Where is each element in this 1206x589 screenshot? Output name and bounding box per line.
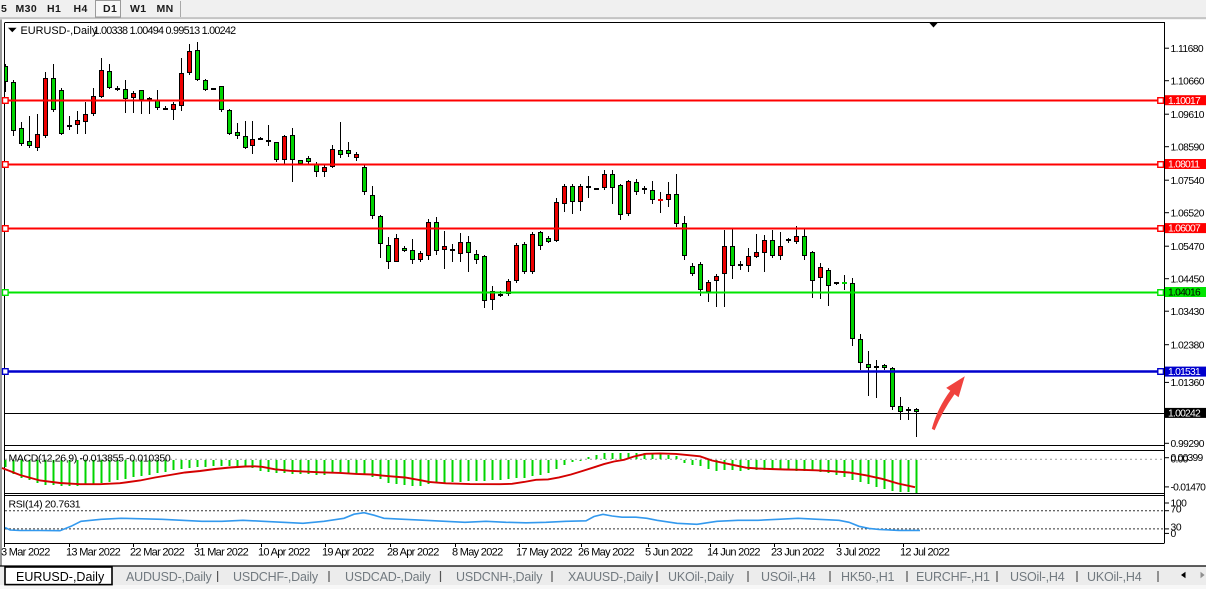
svg-text:EURUSD-,Daily: EURUSD-,Daily — [16, 570, 105, 584]
svg-text:H4: H4 — [74, 3, 88, 15]
svg-text:1.07540: 1.07540 — [1171, 176, 1205, 187]
svg-text:UKOil-,H4: UKOil-,H4 — [1087, 570, 1142, 584]
svg-text:EURUSD-,Daily: EURUSD-,Daily — [21, 25, 98, 37]
svg-text:AUDUSD-,Daily: AUDUSD-,Daily — [126, 570, 213, 584]
svg-text:1.02380: 1.02380 — [1171, 340, 1205, 351]
svg-text:USOil-,H4: USOil-,H4 — [761, 570, 816, 584]
svg-text:1.04450: 1.04450 — [1171, 274, 1205, 285]
svg-text:70: 70 — [1171, 505, 1182, 516]
svg-text:MN: MN — [157, 3, 174, 15]
svg-text:UKOil-,Daily: UKOil-,Daily — [668, 570, 735, 584]
svg-text:100: 100 — [1171, 498, 1188, 509]
svg-text:5: 5 — [1, 3, 7, 15]
svg-text:14 Jun 2022: 14 Jun 2022 — [707, 546, 760, 558]
svg-text:10 Apr 2022: 10 Apr 2022 — [258, 546, 310, 558]
svg-text:1.06007: 1.06007 — [1168, 224, 1201, 235]
svg-text:W1: W1 — [130, 3, 147, 15]
svg-text:0: 0 — [1171, 529, 1177, 540]
svg-text:1.09610: 1.09610 — [1171, 110, 1205, 121]
svg-text:1.03430: 1.03430 — [1171, 307, 1205, 318]
svg-text:1.00338 1.00494 0.99513 1.0024: 1.00338 1.00494 0.99513 1.00242 — [94, 25, 237, 37]
svg-text:1.10660: 1.10660 — [1171, 76, 1205, 87]
svg-text:13 Mar 2022: 13 Mar 2022 — [66, 546, 121, 558]
svg-text:RSI(14) 20.7631: RSI(14) 20.7631 — [9, 498, 81, 510]
svg-text:USDCHF-,Daily: USDCHF-,Daily — [233, 570, 319, 584]
svg-text:22 Mar 2022: 22 Mar 2022 — [130, 546, 185, 558]
svg-text:12 Jul 2022: 12 Jul 2022 — [900, 546, 950, 558]
svg-text:31 Mar 2022: 31 Mar 2022 — [194, 546, 249, 558]
svg-text:1.04016: 1.04016 — [1168, 288, 1201, 299]
svg-text:1.08011: 1.08011 — [1168, 160, 1200, 171]
svg-text:1.01531: 1.01531 — [1168, 367, 1201, 378]
svg-text:0.00: 0.00 — [1171, 454, 1189, 465]
svg-text:19 Apr 2022: 19 Apr 2022 — [322, 546, 374, 558]
svg-text:5 Jun 2022: 5 Jun 2022 — [645, 546, 693, 558]
svg-text:USDCAD-,Daily: USDCAD-,Daily — [345, 570, 432, 584]
svg-text:23 Jun 2022: 23 Jun 2022 — [771, 546, 824, 558]
svg-text:M30: M30 — [16, 3, 38, 15]
svg-text:-0.01470: -0.01470 — [1171, 483, 1206, 494]
svg-text:1.01360: 1.01360 — [1171, 378, 1205, 389]
svg-text:0.00399: 0.00399 — [1171, 453, 1204, 464]
svg-text:1.10017: 1.10017 — [1168, 96, 1201, 107]
svg-text:28 Apr 2022: 28 Apr 2022 — [387, 546, 439, 558]
svg-text:USDCNH-,Daily: USDCNH-,Daily — [456, 570, 543, 584]
svg-text:XAUUSD-,Daily: XAUUSD-,Daily — [568, 570, 654, 584]
svg-text:D1: D1 — [103, 3, 117, 15]
svg-text:H1: H1 — [47, 3, 61, 15]
svg-text:3 Jul 2022: 3 Jul 2022 — [836, 546, 880, 558]
svg-text:17 May 2022: 17 May 2022 — [516, 546, 572, 558]
svg-text:HK50-,H1: HK50-,H1 — [841, 570, 895, 584]
svg-text:1.06520: 1.06520 — [1171, 208, 1205, 219]
svg-text:1.00242: 1.00242 — [1168, 409, 1201, 420]
svg-text:0.99290: 0.99290 — [1171, 439, 1205, 450]
svg-text:1.08590: 1.08590 — [1171, 142, 1205, 153]
svg-text:1.11680: 1.11680 — [1171, 44, 1204, 55]
svg-text:1.05470: 1.05470 — [1171, 242, 1205, 253]
svg-text:26 May 2022: 26 May 2022 — [578, 546, 634, 558]
svg-text:EURCHF-,H1: EURCHF-,H1 — [916, 570, 990, 584]
svg-text:8 May 2022: 8 May 2022 — [452, 546, 503, 558]
svg-text:USOil-,H4: USOil-,H4 — [1010, 570, 1065, 584]
svg-text:MACD(12,26,9) -0.013855 -0.010: MACD(12,26,9) -0.013855 -0.010350 — [9, 453, 171, 465]
svg-text:30: 30 — [1171, 523, 1182, 534]
svg-text:3 Mar 2022: 3 Mar 2022 — [1, 546, 50, 558]
